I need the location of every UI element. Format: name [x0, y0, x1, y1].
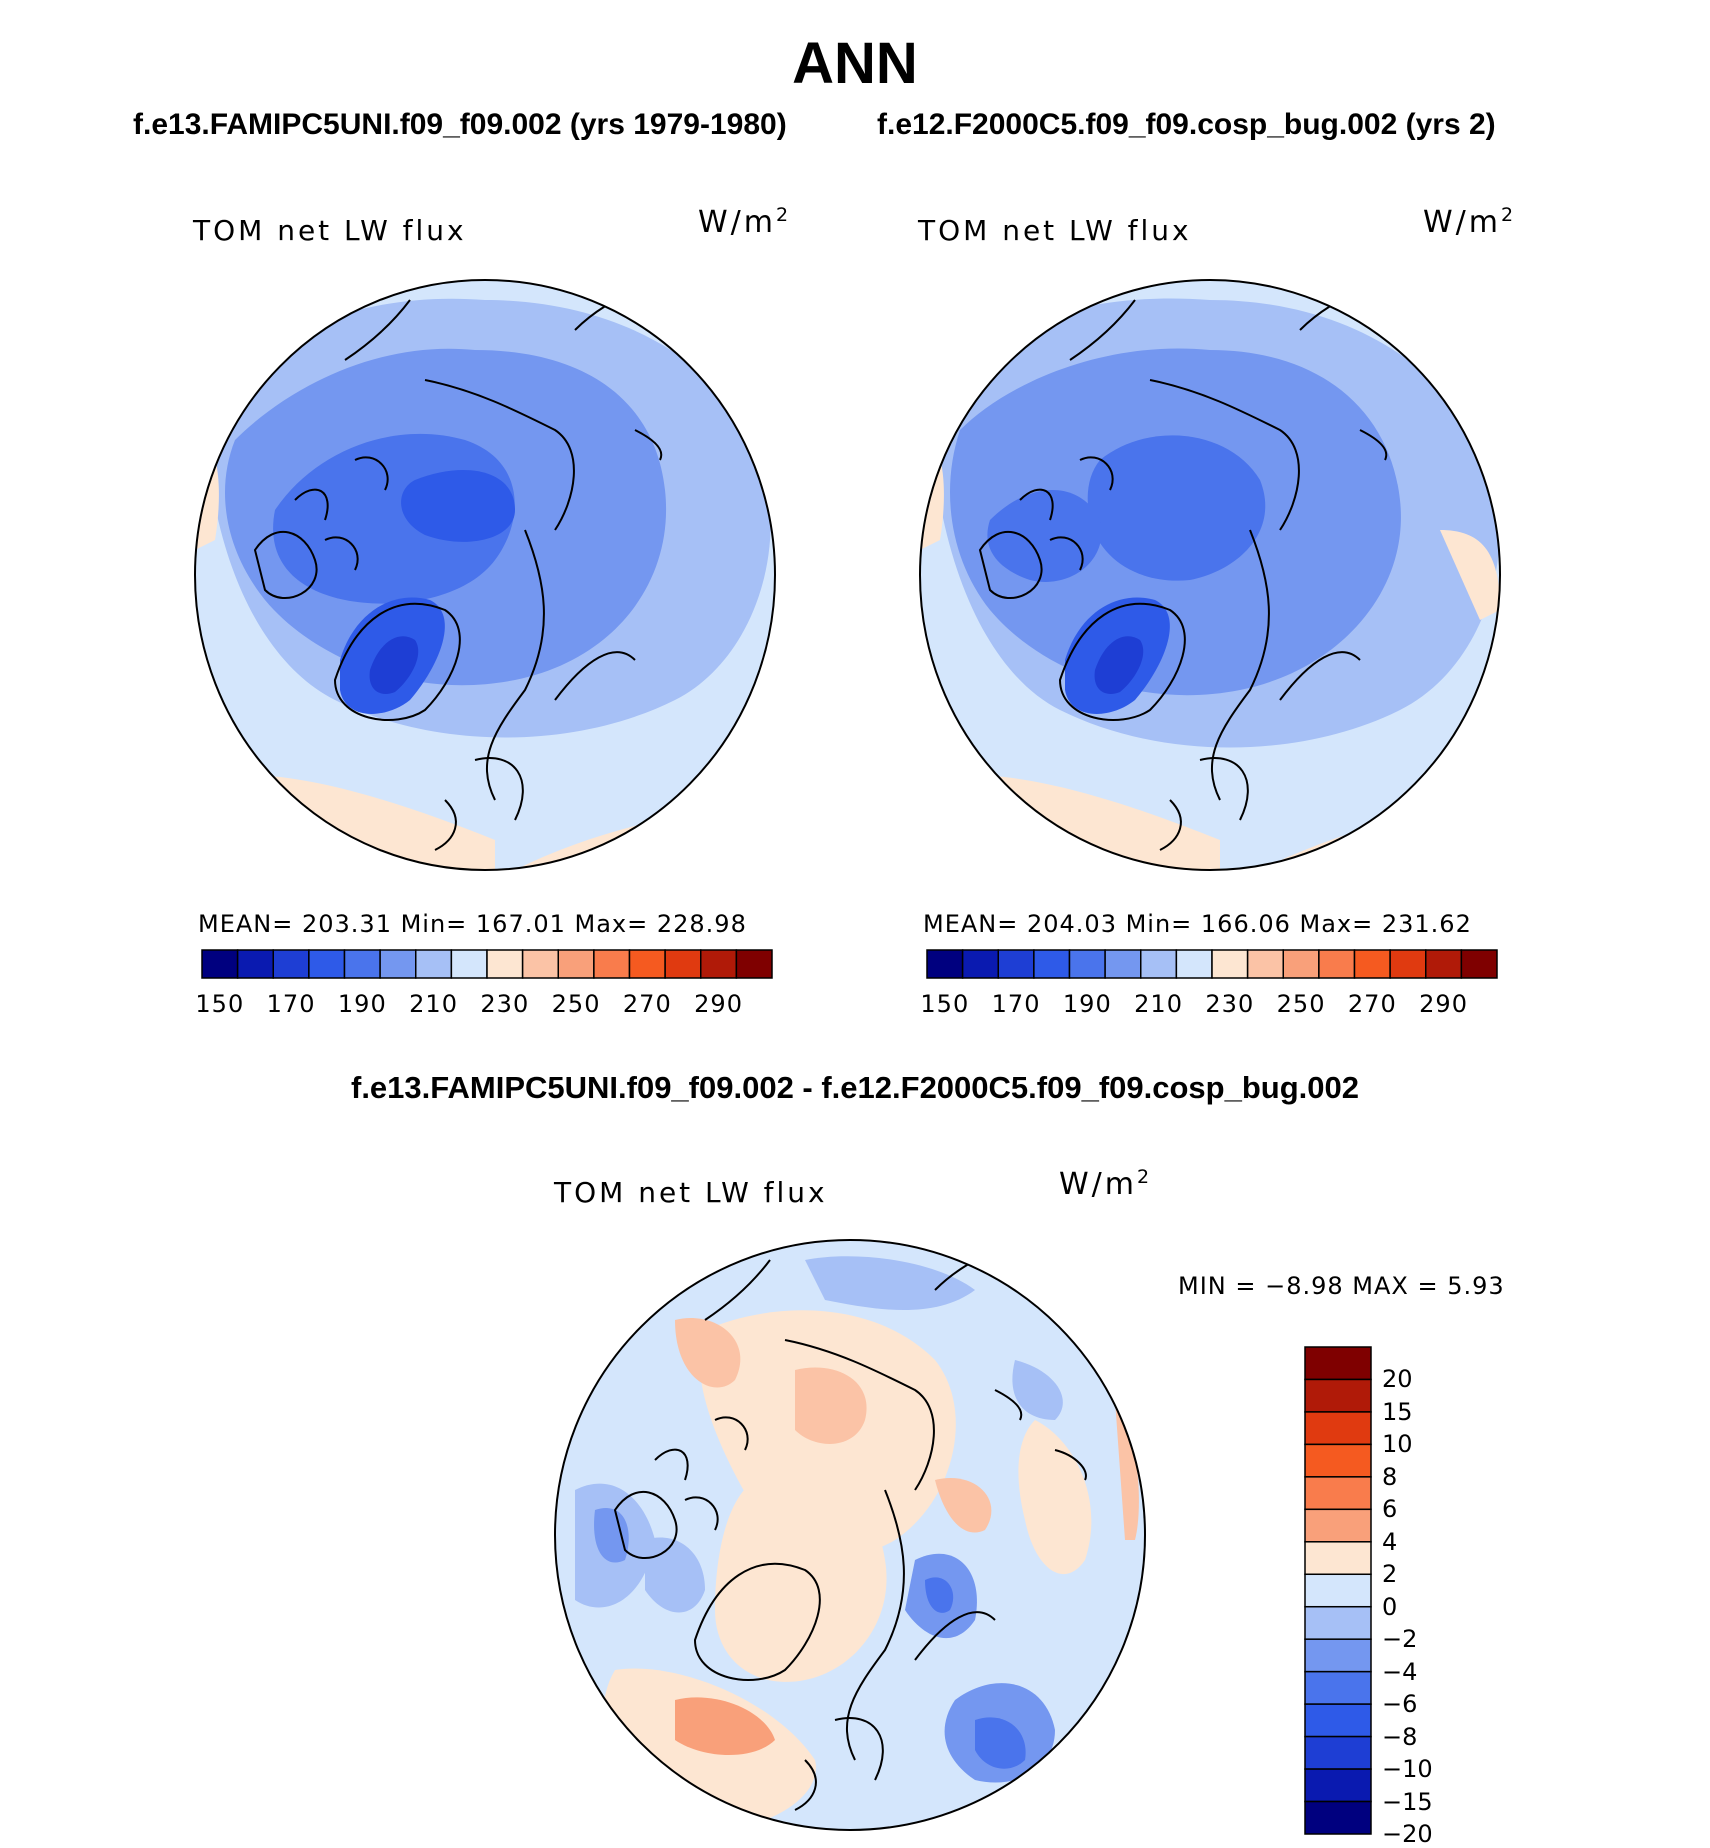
colorbar-swatch: [1304, 1670, 1372, 1705]
colorbar-swatch: [308, 949, 346, 979]
colorbar-right: [926, 949, 1498, 979]
colorbar-swatch: [236, 949, 274, 979]
colorbar-tick-label: 4: [1382, 1527, 1398, 1556]
colorbar-tick-label: 250: [551, 990, 601, 1018]
figure-title: ANN: [792, 31, 918, 96]
colorbar-swatch: [1068, 949, 1106, 979]
colorbar-swatch: [450, 949, 488, 979]
colorbar-swatch: [486, 949, 524, 979]
colorbar-swatch: [1304, 1605, 1372, 1640]
colorbar-swatch: [1304, 1443, 1372, 1478]
panel-right-units: W/m2: [1423, 204, 1514, 240]
map-diff-polar: [554, 1239, 1146, 1831]
map-right-polar: [919, 279, 1501, 871]
panel-right-variable: TOM net LW flux: [918, 214, 1192, 247]
colorbar-swatch: [1140, 949, 1178, 979]
colorbar-swatch: [557, 949, 595, 979]
colorbar-tick-label: 170: [266, 990, 316, 1018]
colorbar-tick-label: −8: [1382, 1722, 1418, 1751]
colorbar-swatch: [997, 949, 1035, 979]
colorbar-tick-label: 290: [1419, 990, 1468, 1018]
colorbar-tick-label: 150: [920, 990, 970, 1018]
colorbar-swatch: [1033, 949, 1071, 979]
colorbar-tick-label: 250: [1276, 990, 1326, 1018]
colorbar-tick-label: 190: [1062, 990, 1112, 1018]
colorbar-tick-label: 270: [622, 990, 672, 1018]
colorbar-swatch: [1389, 949, 1427, 979]
panel-right-stats: MEAN= 204.03 Min= 166.06 Max= 231.62: [923, 910, 1472, 938]
colorbar-tick-label: 15: [1382, 1397, 1413, 1426]
colorbar-tick-label: 6: [1382, 1495, 1398, 1524]
diff-variable: TOM net LW flux: [554, 1176, 828, 1209]
colorbar-swatch: [1304, 1476, 1372, 1511]
colorbar-swatch: [1304, 1573, 1372, 1608]
diff-units: W/m2: [1059, 1166, 1150, 1202]
panel-left-units: W/m2: [698, 204, 789, 240]
colorbar-swatch: [1353, 949, 1391, 979]
colorbar-swatch: [521, 949, 559, 979]
colorbar-tick-label: 290: [694, 990, 743, 1018]
colorbar-swatch: [1175, 949, 1213, 979]
colorbar-swatch: [1304, 1735, 1372, 1770]
colorbar-swatch: [1460, 949, 1498, 979]
colorbar-tick-label: 0: [1382, 1592, 1398, 1621]
colorbar-swatch: [735, 949, 773, 979]
colorbar-tick-label: 170: [991, 990, 1041, 1018]
colorbar-tick-label: −20: [1382, 1820, 1433, 1848]
colorbar-swatch: [1304, 1508, 1372, 1543]
colorbar-swatch: [628, 949, 666, 979]
colorbar-swatch: [664, 949, 702, 979]
colorbar-swatch: [1304, 1638, 1372, 1673]
colorbar-swatch: [1304, 1703, 1372, 1738]
map-left-polar: [194, 279, 776, 871]
colorbar-swatch: [1304, 1768, 1372, 1803]
colorbar-swatch: [926, 949, 964, 979]
colorbar-tick-label: 190: [337, 990, 387, 1018]
colorbar-swatch: [272, 949, 310, 979]
panel-left-variable: TOM net LW flux: [193, 214, 467, 247]
case-title-right: f.e12.F2000C5.f09_f09.cosp_bug.002 (yrs …: [877, 108, 1496, 141]
panel-left-stats: MEAN= 203.31 Min= 167.01 Max= 228.98: [198, 910, 747, 938]
colorbar-tick-label: 230: [480, 990, 530, 1018]
colorbar-tick-label: 150: [195, 990, 245, 1018]
colorbar-swatch: [1246, 949, 1284, 979]
colorbar-tick-label: −4: [1382, 1657, 1418, 1686]
colorbar-swatch: [1304, 1411, 1372, 1446]
colorbar-tick-label: 270: [1347, 990, 1397, 1018]
colorbar-swatch: [343, 949, 381, 979]
colorbar-tick-label: 2: [1382, 1560, 1398, 1589]
colorbar-swatch: [1211, 949, 1249, 979]
colorbar-swatch: [1304, 1800, 1372, 1835]
colorbar-tick-label: 210: [1134, 990, 1183, 1018]
colorbar-swatch: [1104, 949, 1142, 979]
diff-title: f.e13.FAMIPC5UNI.f09_f09.002 - f.e12.F20…: [351, 1070, 1359, 1105]
colorbar-swatch: [1282, 949, 1320, 979]
colorbar-swatch: [593, 949, 631, 979]
colorbar-tick-label: 8: [1382, 1462, 1398, 1491]
colorbar-swatch: [1425, 949, 1463, 979]
colorbar-swatch: [1304, 1378, 1372, 1413]
colorbar-tick-label: −2: [1382, 1625, 1418, 1654]
case-title-left: f.e13.FAMIPC5UNI.f09_f09.002 (yrs 1979-1…: [133, 108, 787, 141]
colorbar-swatch: [379, 949, 417, 979]
colorbar-swatch: [201, 949, 239, 979]
diff-stats: MIN = −8.98 MAX = 5.93: [1178, 1272, 1505, 1300]
colorbar-swatch: [415, 949, 453, 979]
colorbar-tick-label: 230: [1205, 990, 1255, 1018]
colorbar-swatch: [1318, 949, 1356, 979]
colorbar-tick-label: −6: [1382, 1690, 1418, 1719]
colorbar-diff: [1304, 1346, 1372, 1835]
colorbar-tick-label: 210: [409, 990, 458, 1018]
colorbar-swatch: [1304, 1346, 1372, 1381]
colorbar-tick-label: 10: [1382, 1430, 1413, 1459]
colorbar-swatch: [961, 949, 999, 979]
colorbar-swatch: [1304, 1541, 1372, 1576]
colorbar-tick-label: 20: [1382, 1365, 1413, 1394]
colorbar-tick-label: −15: [1382, 1787, 1433, 1816]
colorbar-swatch: [700, 949, 738, 979]
colorbar-tick-label: −10: [1382, 1755, 1433, 1784]
colorbar-left: [201, 949, 773, 979]
